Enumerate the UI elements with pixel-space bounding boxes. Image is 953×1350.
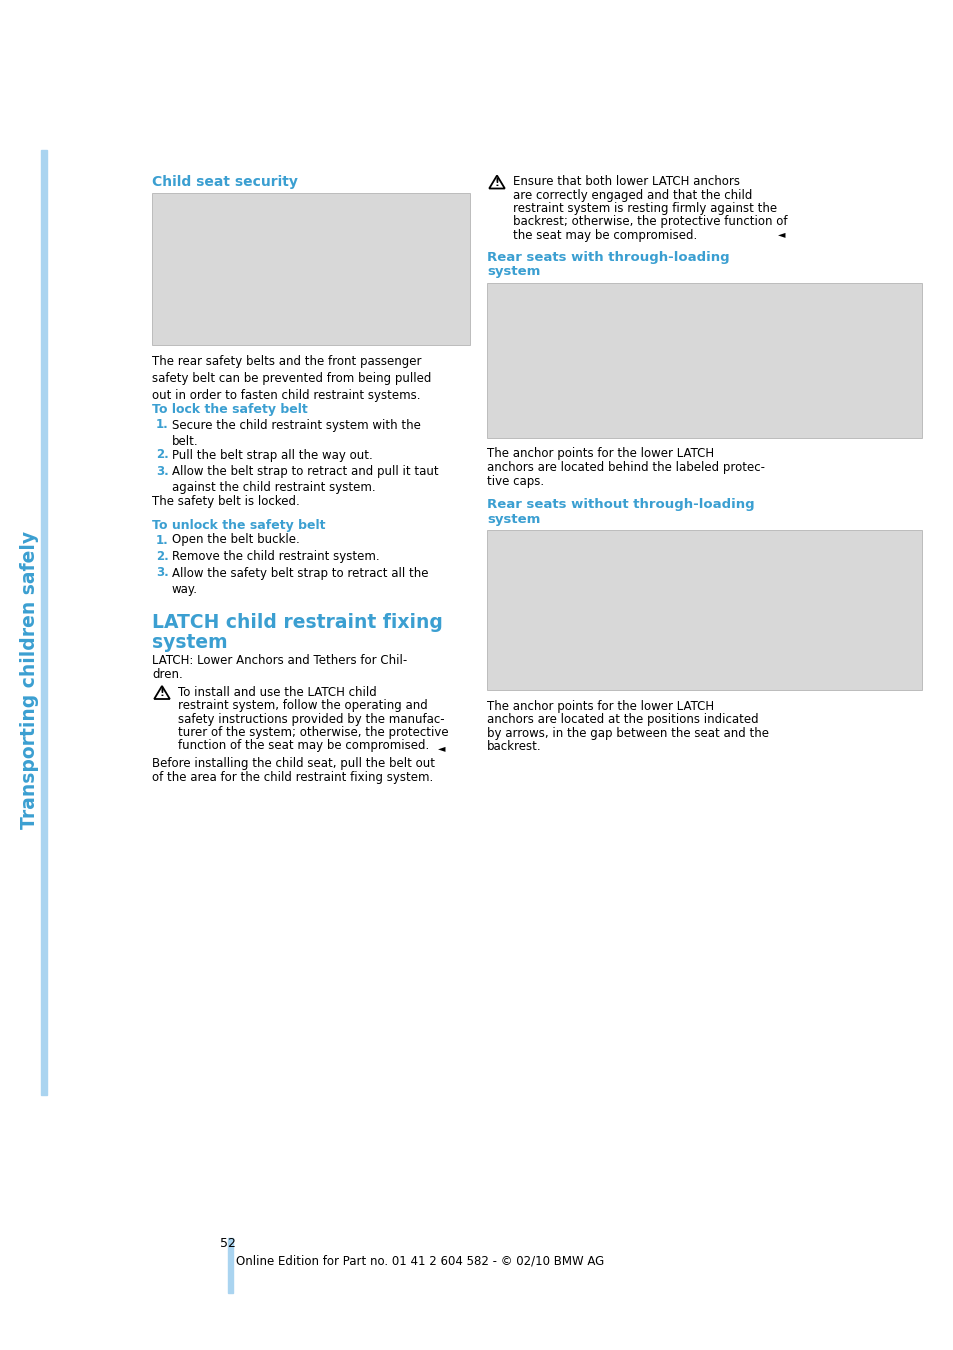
Text: !: !: [159, 688, 164, 698]
Text: system: system: [486, 266, 539, 278]
Text: 52: 52: [220, 1237, 235, 1250]
Text: restraint system, follow the operating and: restraint system, follow the operating a…: [178, 699, 427, 711]
Text: Pull the belt strap all the way out.: Pull the belt strap all the way out.: [172, 448, 373, 462]
Bar: [41, 150, 47, 1095]
Text: Transporting children safely: Transporting children safely: [20, 531, 39, 829]
Bar: [486, 282, 921, 437]
Bar: [486, 531, 921, 690]
Text: safety instructions provided by the manufac-: safety instructions provided by the manu…: [178, 713, 444, 725]
Text: To lock the safety belt: To lock the safety belt: [152, 404, 308, 417]
Text: function of the seat may be compromised.: function of the seat may be compromised.: [178, 740, 429, 752]
Text: Online Edition for Part no. 01 41 2 604 582 - © 02/10 BMW AG: Online Edition for Part no. 01 41 2 604 …: [235, 1254, 603, 1268]
Text: 1.: 1.: [156, 418, 169, 432]
Text: tive caps.: tive caps.: [486, 474, 543, 487]
Text: ◄: ◄: [437, 744, 445, 753]
Text: by arrows, in the gap between the seat and the: by arrows, in the gap between the seat a…: [486, 728, 768, 740]
Text: anchors are located at the positions indicated: anchors are located at the positions ind…: [486, 714, 758, 726]
Text: 3.: 3.: [156, 567, 169, 579]
Text: anchors are located behind the labeled protec-: anchors are located behind the labeled p…: [486, 460, 764, 474]
Text: turer of the system; otherwise, the protective: turer of the system; otherwise, the prot…: [178, 726, 448, 738]
Text: To install and use the LATCH child: To install and use the LATCH child: [178, 686, 376, 698]
Text: Rear seats without through-loading: Rear seats without through-loading: [486, 498, 754, 512]
Polygon shape: [489, 176, 504, 189]
Text: Rear seats with through-loading: Rear seats with through-loading: [486, 251, 729, 263]
Text: Allow the belt strap to retract and pull it taut
against the child restraint sys: Allow the belt strap to retract and pull…: [172, 464, 438, 494]
Text: Remove the child restraint system.: Remove the child restraint system.: [172, 549, 379, 563]
Text: Before installing the child seat, pull the belt out: Before installing the child seat, pull t…: [152, 757, 435, 769]
Text: Ensure that both lower LATCH anchors: Ensure that both lower LATCH anchors: [513, 176, 740, 188]
Text: LATCH child restraint fixing: LATCH child restraint fixing: [152, 613, 442, 632]
Text: 2.: 2.: [156, 448, 169, 462]
Polygon shape: [154, 686, 170, 699]
Text: backrest; otherwise, the protective function of: backrest; otherwise, the protective func…: [513, 216, 786, 228]
Bar: [228, 1238, 233, 1293]
Text: The rear safety belts and the front passenger
safety belt can be prevented from : The rear safety belts and the front pass…: [152, 355, 431, 402]
Text: LATCH: Lower Anchors and Tethers for Chil-: LATCH: Lower Anchors and Tethers for Chi…: [152, 655, 407, 667]
Text: system: system: [486, 513, 539, 526]
Text: restraint system is resting firmly against the: restraint system is resting firmly again…: [513, 202, 777, 215]
Text: ◄: ◄: [778, 230, 784, 239]
Bar: [152, 193, 470, 346]
Text: The anchor points for the lower LATCH: The anchor points for the lower LATCH: [486, 447, 714, 460]
Text: Child seat security: Child seat security: [152, 176, 297, 189]
Text: are correctly engaged and that the child: are correctly engaged and that the child: [513, 189, 752, 201]
Text: system: system: [152, 633, 228, 652]
Text: of the area for the child restraint fixing system.: of the area for the child restraint fixi…: [152, 771, 433, 783]
Text: Allow the safety belt strap to retract all the
way.: Allow the safety belt strap to retract a…: [172, 567, 428, 595]
Text: 3.: 3.: [156, 464, 169, 478]
Text: 2.: 2.: [156, 549, 169, 563]
Text: !: !: [494, 178, 499, 188]
Text: dren.: dren.: [152, 668, 183, 680]
Text: backrest.: backrest.: [486, 741, 541, 753]
Text: To unlock the safety belt: To unlock the safety belt: [152, 518, 325, 532]
Text: The anchor points for the lower LATCH: The anchor points for the lower LATCH: [486, 701, 714, 713]
Text: The safety belt is locked.: The safety belt is locked.: [152, 495, 299, 508]
Text: Secure the child restraint system with the
belt.: Secure the child restraint system with t…: [172, 418, 420, 448]
Text: 1.: 1.: [156, 533, 169, 547]
Text: the seat may be compromised.: the seat may be compromised.: [513, 230, 697, 242]
Text: Open the belt buckle.: Open the belt buckle.: [172, 533, 299, 547]
